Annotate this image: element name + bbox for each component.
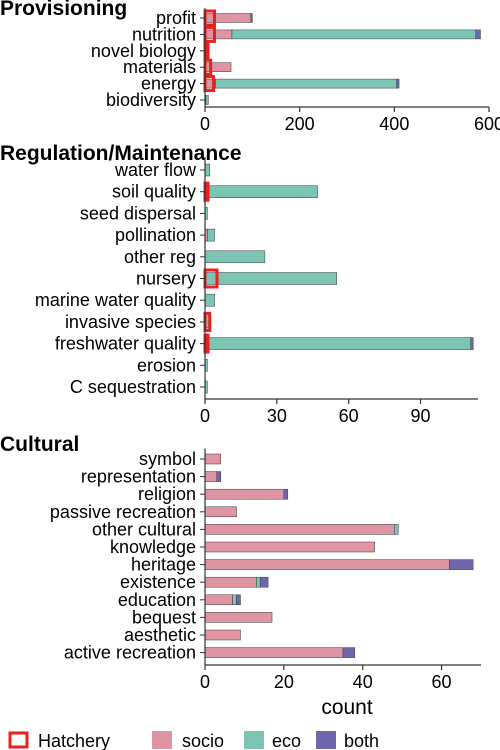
bar-socio bbox=[204, 576, 257, 588]
bar-socio bbox=[204, 506, 237, 518]
panel-title: Provisioning bbox=[0, 0, 127, 20]
category-label: pollination bbox=[115, 225, 196, 245]
category-label: nutrition bbox=[132, 24, 196, 44]
panel-title: Regulation/Maintenance bbox=[0, 142, 242, 165]
category-label: energy bbox=[141, 74, 196, 94]
legend-label-socio: socio bbox=[182, 731, 224, 750]
x-tick-label: 400 bbox=[379, 114, 409, 134]
bar-socio bbox=[204, 29, 233, 40]
bar-both bbox=[259, 576, 269, 588]
legend-swatch-hatchery bbox=[8, 731, 29, 749]
bar-both bbox=[449, 559, 474, 570]
category-label: knowledge bbox=[110, 537, 196, 557]
panel-title: Cultural bbox=[0, 433, 79, 456]
category-label: heritage bbox=[131, 555, 196, 575]
x-tick-label: 20 bbox=[274, 672, 294, 692]
category-label: bequest bbox=[132, 607, 196, 627]
category-label: religion bbox=[138, 484, 196, 504]
bar-eco bbox=[256, 576, 261, 588]
category-label: marine water quality bbox=[35, 290, 196, 310]
x-tick-label: 0 bbox=[200, 406, 210, 426]
bar-eco bbox=[231, 29, 476, 40]
category-label: symbol bbox=[139, 449, 196, 469]
legend-swatch-both bbox=[316, 731, 336, 749]
bar-eco bbox=[204, 250, 266, 264]
bar-both bbox=[470, 337, 474, 350]
bar-eco bbox=[204, 293, 215, 307]
category-label: education bbox=[118, 590, 196, 610]
category-label: water flow bbox=[114, 160, 197, 180]
bar-both bbox=[475, 29, 481, 40]
legend-label-hatchery: Hatchery bbox=[38, 731, 110, 750]
bar-both bbox=[250, 13, 253, 23]
legend-label-both: both bbox=[344, 731, 379, 750]
category-label: representation bbox=[81, 467, 196, 487]
category-label: soil quality bbox=[112, 182, 196, 202]
x-axis-title: count bbox=[321, 696, 373, 719]
category-label: existence bbox=[120, 572, 196, 592]
bar-eco bbox=[207, 228, 215, 242]
category-label: erosion bbox=[137, 355, 196, 375]
legend: Hatchery socio eco both bbox=[8, 731, 379, 750]
category-label: seed dispersal bbox=[80, 203, 196, 223]
x-tick-label: 60 bbox=[339, 406, 359, 426]
bar-eco bbox=[205, 95, 209, 105]
category-label: passive recreation bbox=[50, 502, 196, 522]
panel-cultural: Cultural symbolrepresentationreligionpas… bbox=[0, 433, 481, 719]
bar-eco bbox=[204, 337, 472, 350]
x-tick-label: 40 bbox=[353, 672, 373, 692]
bar-socio bbox=[204, 524, 395, 535]
bar-socio bbox=[204, 13, 252, 23]
bar-socio bbox=[204, 488, 285, 500]
legend-swatch-socio bbox=[152, 731, 172, 749]
bar-both bbox=[216, 471, 222, 482]
category-label: other reg bbox=[124, 247, 196, 267]
x-tick-label: 30 bbox=[267, 406, 287, 426]
bar-eco bbox=[394, 524, 399, 535]
bar-socio bbox=[204, 541, 375, 553]
bar-eco bbox=[204, 272, 337, 285]
bar-eco bbox=[232, 594, 237, 606]
x-tick-label: 60 bbox=[432, 672, 452, 692]
category-label: aesthetic bbox=[124, 625, 196, 645]
category-label: freshwater quality bbox=[55, 334, 196, 354]
category-label: invasive species bbox=[65, 312, 196, 332]
category-label: materials bbox=[123, 57, 196, 77]
bar-socio bbox=[204, 612, 273, 623]
category-label: other cultural bbox=[92, 519, 196, 539]
bar-socio bbox=[204, 594, 233, 606]
legend-label-eco: eco bbox=[272, 731, 301, 750]
category-label: novel biology bbox=[91, 41, 196, 61]
category-label: C sequestration bbox=[70, 377, 196, 397]
bar-both bbox=[236, 594, 241, 606]
bar-socio bbox=[204, 559, 450, 570]
bar-socio bbox=[204, 453, 222, 465]
x-tick-label: 90 bbox=[411, 406, 431, 426]
legend-swatch-eco bbox=[244, 731, 264, 749]
category-label: profit bbox=[156, 8, 196, 28]
x-tick-label: 0 bbox=[200, 114, 210, 134]
x-tick-label: 600 bbox=[474, 114, 500, 134]
bar-eco bbox=[215, 78, 397, 89]
bar-socio bbox=[204, 647, 344, 658]
category-label: active recreation bbox=[64, 643, 196, 663]
bar-socio bbox=[204, 62, 232, 72]
x-tick-label: 200 bbox=[285, 114, 315, 134]
bar-both bbox=[396, 78, 400, 89]
bar-socio bbox=[204, 629, 241, 641]
bar-eco bbox=[204, 185, 318, 198]
bar-both bbox=[342, 647, 356, 658]
category-label: biodiversity bbox=[106, 90, 196, 110]
bar-both bbox=[283, 488, 289, 500]
bar-socio bbox=[204, 471, 218, 482]
x-tick-label: 0 bbox=[200, 672, 210, 692]
category-label: nursery bbox=[136, 269, 196, 289]
bar-eco bbox=[204, 163, 211, 177]
